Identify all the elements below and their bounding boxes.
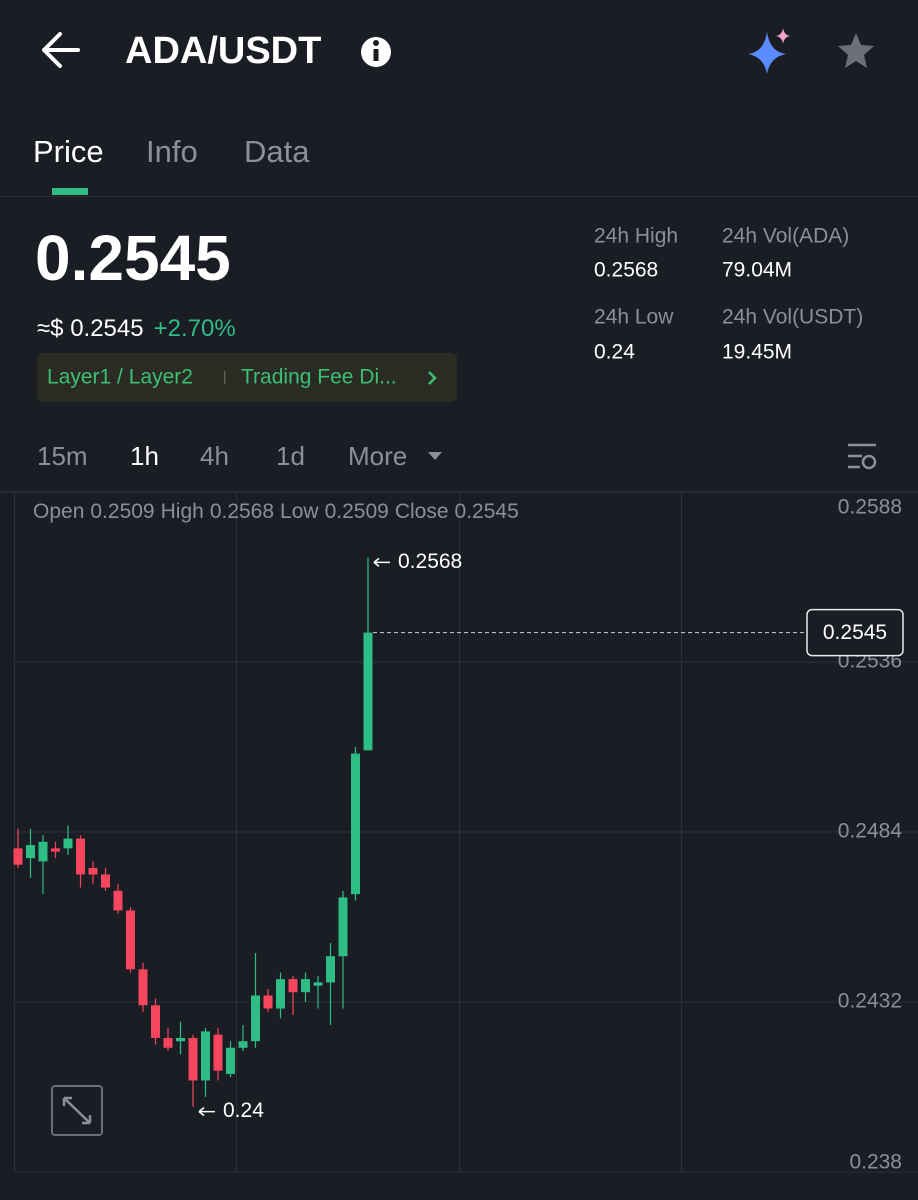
info-bar [373, 49, 379, 61]
current-price-tag [806, 608, 904, 657]
approx-price: ≈$ 0.2545 +2.70% [37, 315, 236, 342]
ohlc-key: Low [280, 500, 319, 523]
candle-body [201, 1031, 210, 1081]
current-price-label: 0.2545 [823, 621, 887, 644]
stat-value: 19.45M [722, 341, 792, 364]
ohlc-value: 0.2568 [210, 500, 274, 523]
y-tick-label: 0.2588 [838, 496, 902, 519]
stat-value: 0.2568 [594, 259, 658, 282]
tag-separator [224, 371, 226, 384]
candle-body [213, 1034, 223, 1071]
candle-body [176, 1037, 185, 1042]
interval[interactable]: 1h [130, 441, 159, 471]
candle-body [63, 838, 73, 849]
tag[interactable]: Layer1 / Layer2 [47, 366, 193, 389]
ohlc-value: 0.2509 [90, 500, 154, 523]
candle-body [76, 838, 85, 875]
ohlc-value: 0.2545 [455, 500, 519, 523]
tag[interactable]: Trading Fee Di... [241, 366, 397, 389]
candle-body [88, 867, 98, 875]
y-tick-label: 0.238 [849, 1151, 902, 1174]
chart-settings[interactable] [848, 443, 877, 470]
candle-body [301, 979, 310, 993]
stat-label: 24h High [594, 225, 678, 248]
stat-label: 24h Low [594, 306, 674, 329]
candlestick-chart: 0.25880.25360.24840.24320.2380.25680.240… [13, 491, 918, 1174]
candle-body [138, 969, 148, 1006]
info-icon[interactable] [361, 37, 391, 67]
interval[interactable]: More [348, 441, 407, 471]
tab[interactable]: Info [146, 134, 198, 169]
annotation-label: 0.2568 [398, 550, 462, 573]
back-arrow[interactable] [42, 32, 80, 68]
candle-body [101, 874, 110, 888]
candle-body [363, 632, 373, 751]
tab[interactable]: Price [33, 134, 104, 169]
candle-body [163, 1037, 173, 1048]
price-change: +2.70% [154, 315, 236, 342]
tab[interactable]: Data [244, 134, 310, 169]
candle-body [113, 890, 123, 911]
stat-value: 0.24 [594, 341, 635, 364]
candle-body [251, 995, 260, 1042]
interval[interactable]: 15m [37, 441, 88, 471]
pair-title: ADA/USDT [125, 30, 321, 72]
candle-body [51, 848, 60, 852]
ohlc-readout: Open 0.2509 High 0.2568 Low 0.2509 Close 0.2545 [33, 500, 519, 523]
ohlc-key: High [161, 500, 204, 523]
ohlc-key: Close [395, 500, 449, 523]
candle-body [26, 845, 35, 859]
back-button[interactable] [42, 32, 80, 68]
candle-body [188, 1037, 198, 1081]
candle-body [351, 753, 360, 895]
fullscreen-arrows [62, 1096, 92, 1125]
divider [0, 196, 918, 197]
stat-label: 24h Vol(ADA) [722, 225, 849, 248]
candle-body [151, 1005, 160, 1038]
y-tick-label: 0.2484 [838, 820, 903, 843]
ai-sparkle[interactable] [748, 32, 786, 74]
candle-body [126, 910, 135, 970]
tab-indicator [52, 188, 88, 195]
candle-body [38, 841, 48, 862]
ohlc-key: Open [33, 500, 84, 523]
candle-body [226, 1047, 235, 1074]
annotation-label: 0.24 [223, 1099, 264, 1122]
fullscreen-button[interactable] [51, 1085, 103, 1136]
candle-body [338, 897, 348, 957]
annotation-arrow [373, 557, 390, 567]
interval[interactable]: 4h [200, 441, 229, 471]
candle-body [326, 956, 335, 983]
info-dot [373, 40, 379, 46]
favorite-star[interactable] [838, 33, 874, 68]
ohlc-value: 0.2509 [325, 500, 389, 523]
candle-body [313, 982, 323, 986]
candle-body [238, 1041, 248, 1048]
y-tick-label: 0.2432 [838, 990, 902, 1013]
settings-gear [861, 454, 877, 470]
candle-body [288, 979, 298, 993]
stat-label: 24h Vol(USDT) [722, 306, 863, 329]
fullscreen-box[interactable] [51, 1085, 103, 1136]
dropdown-caret [428, 452, 442, 460]
candle-body [13, 848, 23, 865]
tag-chevron [428, 371, 437, 385]
last-price: 0.2545 [35, 222, 231, 294]
approx-value: ≈$ 0.2545 [37, 315, 144, 342]
interval[interactable]: 1d [276, 441, 305, 471]
tag-bar[interactable] [37, 353, 457, 402]
candle-body [276, 979, 285, 1009]
ai-sparkle-small [776, 28, 790, 44]
settings-lines[interactable] [848, 443, 876, 469]
annotation-arrow [198, 1107, 215, 1117]
stat-value: 79.04M [722, 259, 792, 282]
candle-body [263, 995, 273, 1009]
